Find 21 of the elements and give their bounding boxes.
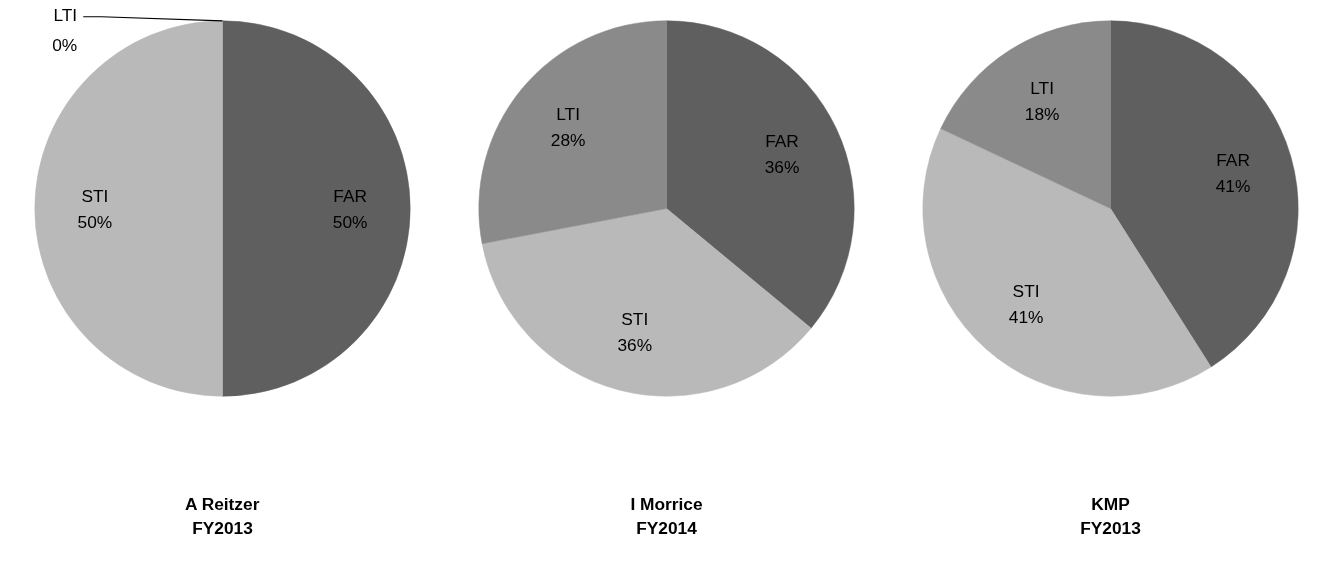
slice-label: STI: [81, 185, 109, 206]
slice-label: LTI: [556, 104, 581, 125]
data-label: 36%: [764, 157, 800, 178]
slice-label: FAR: [333, 185, 367, 206]
slice-label: FAR: [1216, 149, 1250, 170]
data-label: 50%: [332, 211, 368, 232]
text: A Reitzer FY2013: [184, 493, 260, 538]
text: 0%: [52, 34, 78, 55]
data-label: 36%: [617, 335, 653, 356]
slice-label: STI: [1012, 281, 1040, 302]
text: KMP FY2013: [1080, 493, 1142, 538]
slice-label: FAR: [765, 131, 799, 152]
data-label: 50%: [77, 211, 113, 232]
category-label: LTI: [53, 4, 78, 25]
data-label: 41%: [1215, 175, 1251, 196]
slice-label: LTI: [1030, 77, 1054, 98]
data-label: 41%: [1008, 307, 1044, 328]
text: I Morrice FY2014: [630, 493, 703, 538]
slice-label: STI: [621, 309, 649, 330]
data-label: 18%: [1024, 103, 1060, 124]
data-label: 28%: [550, 130, 586, 151]
